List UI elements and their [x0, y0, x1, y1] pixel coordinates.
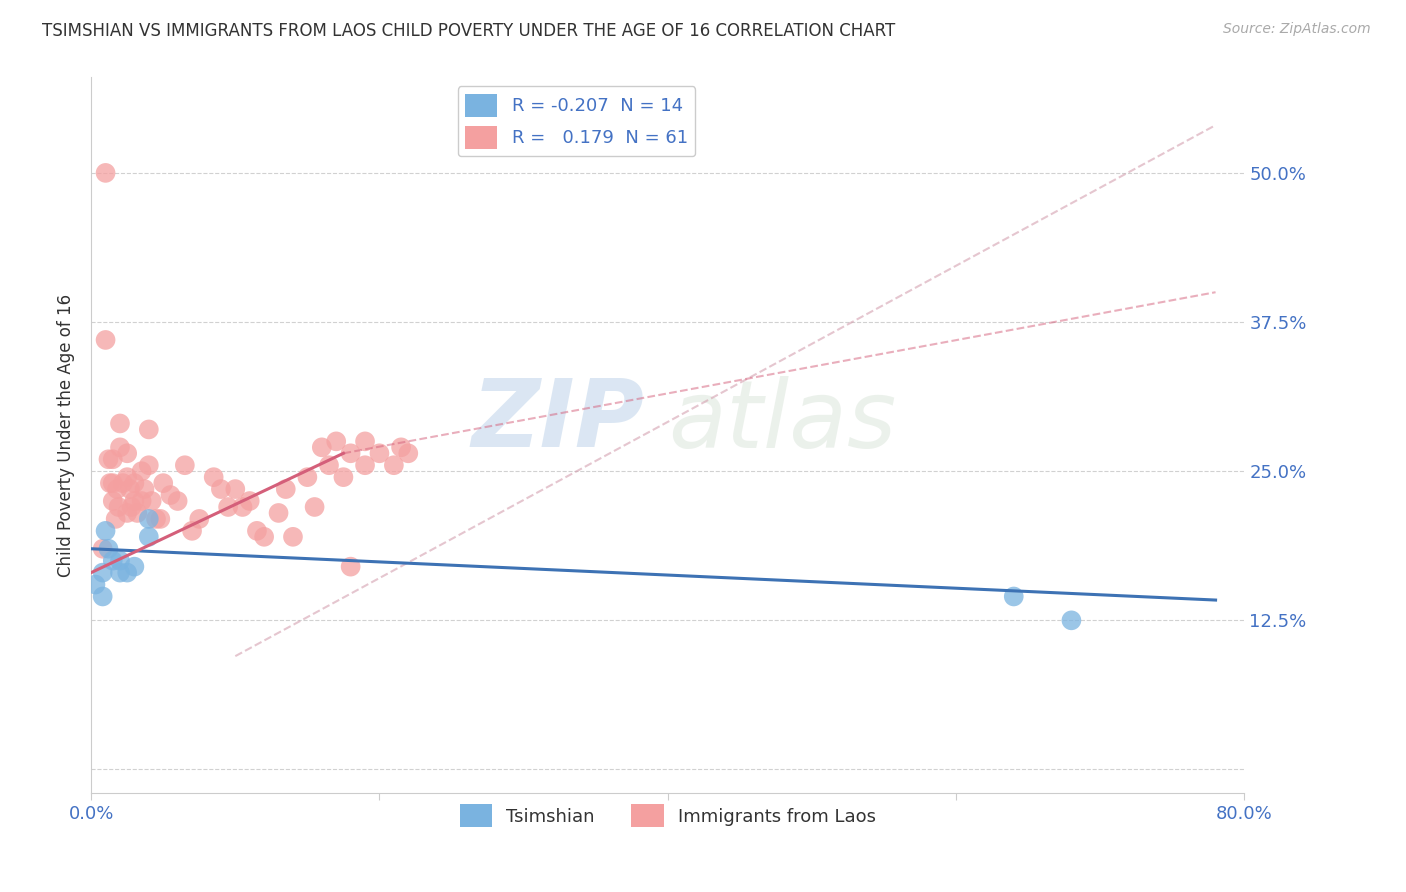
Point	[111, 476, 134, 491]
Point	[101, 494, 124, 508]
Point	[124, 476, 146, 491]
Point	[104, 512, 127, 526]
Point	[120, 482, 142, 496]
Point	[98, 476, 121, 491]
Point	[382, 458, 405, 473]
Point	[267, 506, 290, 520]
Point	[166, 494, 188, 508]
Point	[131, 464, 153, 478]
Point	[138, 422, 160, 436]
Point	[325, 434, 347, 449]
Legend: Tsimshian, Immigrants from Laos: Tsimshian, Immigrants from Laos	[453, 797, 883, 834]
Point	[246, 524, 269, 538]
Point	[202, 470, 225, 484]
Point	[91, 590, 114, 604]
Point	[94, 166, 117, 180]
Point	[138, 512, 160, 526]
Point	[108, 417, 131, 431]
Point	[101, 476, 124, 491]
Point	[121, 500, 143, 514]
Point	[149, 512, 172, 526]
Point	[231, 500, 253, 514]
Point	[188, 512, 211, 526]
Point	[108, 566, 131, 580]
Point	[91, 566, 114, 580]
Point	[253, 530, 276, 544]
Text: ZIP: ZIP	[472, 375, 645, 467]
Point	[138, 530, 160, 544]
Point	[339, 559, 361, 574]
Point	[354, 434, 377, 449]
Point	[141, 494, 163, 508]
Text: atlas: atlas	[668, 376, 896, 467]
Point	[94, 333, 117, 347]
Point	[91, 541, 114, 556]
Point	[217, 500, 239, 514]
Text: Source: ZipAtlas.com: Source: ZipAtlas.com	[1223, 22, 1371, 37]
Point	[107, 500, 129, 514]
Point	[1002, 590, 1025, 604]
Point	[209, 482, 232, 496]
Point	[145, 512, 167, 526]
Point	[94, 524, 117, 538]
Text: TSIMSHIAN VS IMMIGRANTS FROM LAOS CHILD POVERTY UNDER THE AGE OF 16 CORRELATION : TSIMSHIAN VS IMMIGRANTS FROM LAOS CHILD …	[42, 22, 896, 40]
Point	[115, 446, 138, 460]
Point	[115, 470, 138, 484]
Point	[1060, 613, 1083, 627]
Point	[297, 470, 319, 484]
Point	[304, 500, 326, 514]
Point	[115, 566, 138, 580]
Point	[181, 524, 204, 538]
Point	[396, 446, 419, 460]
Point	[389, 440, 412, 454]
Point	[368, 446, 391, 460]
Point	[332, 470, 354, 484]
Point	[97, 452, 120, 467]
Point	[101, 554, 124, 568]
Point	[339, 446, 361, 460]
Point	[108, 440, 131, 454]
Point	[131, 494, 153, 508]
Point	[281, 530, 304, 544]
Point	[84, 577, 107, 591]
Point	[318, 458, 340, 473]
Point	[239, 494, 262, 508]
Point	[124, 559, 146, 574]
Point	[127, 506, 149, 520]
Point	[224, 482, 246, 496]
Point	[173, 458, 195, 473]
Y-axis label: Child Poverty Under the Age of 16: Child Poverty Under the Age of 16	[58, 293, 75, 577]
Point	[138, 458, 160, 473]
Point	[105, 482, 128, 496]
Point	[354, 458, 377, 473]
Point	[97, 541, 120, 556]
Point	[134, 482, 156, 496]
Point	[311, 440, 333, 454]
Point	[274, 482, 297, 496]
Point	[124, 494, 146, 508]
Point	[152, 476, 174, 491]
Point	[115, 506, 138, 520]
Point	[159, 488, 181, 502]
Point	[108, 554, 131, 568]
Point	[101, 452, 124, 467]
